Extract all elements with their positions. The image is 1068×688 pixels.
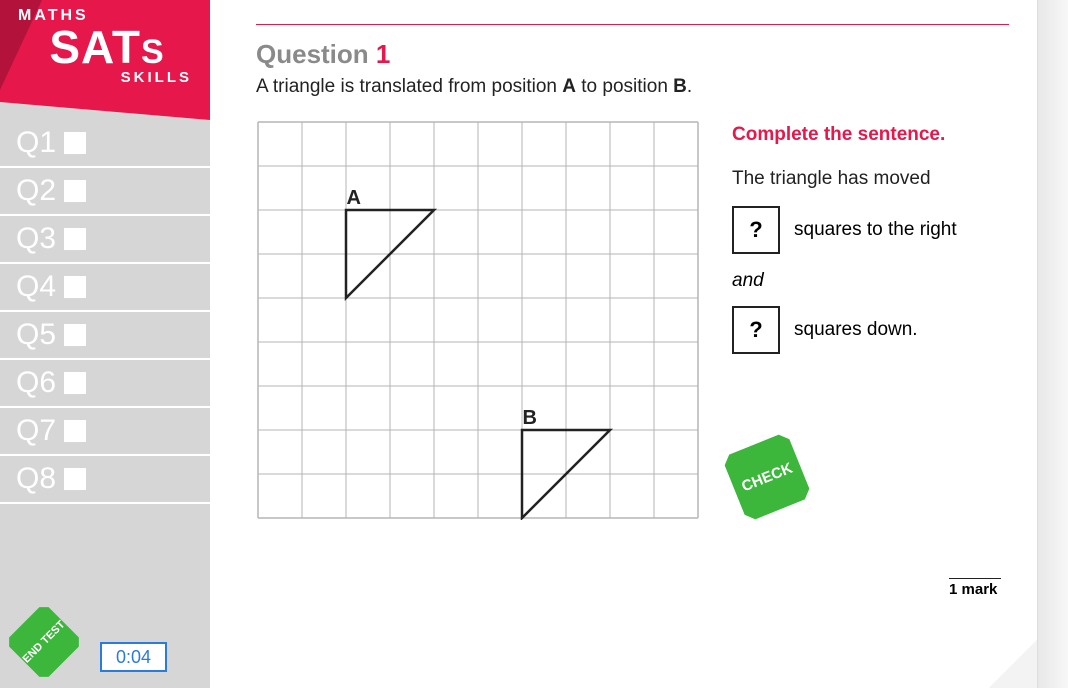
instruction: Complete the sentence. bbox=[732, 124, 1009, 146]
status-box-icon bbox=[64, 468, 86, 490]
logo-line2: SATS bbox=[18, 24, 196, 70]
question-nav-8[interactable]: Q8 bbox=[0, 456, 210, 504]
status-box-icon bbox=[64, 372, 86, 394]
sidebar-bottom: END TEST 0:04 bbox=[0, 604, 210, 688]
and-text: and bbox=[732, 270, 1009, 292]
answer-column: Complete the sentence. The triangle has … bbox=[732, 120, 1009, 512]
answer-input-down[interactable]: ? bbox=[732, 306, 780, 354]
after-input2: squares down. bbox=[794, 319, 918, 341]
answer-input-right[interactable]: ? bbox=[732, 206, 780, 254]
question-nav-4[interactable]: Q4 bbox=[0, 264, 210, 312]
grid-svg: AB bbox=[256, 120, 700, 520]
fill-row-1: ? squares to the right bbox=[732, 206, 1009, 254]
question-nav-6[interactable]: Q6 bbox=[0, 360, 210, 408]
svg-text:B: B bbox=[523, 407, 537, 429]
content-row: AB Complete the sentence. The triangle h… bbox=[256, 120, 1009, 525]
status-box-icon bbox=[64, 132, 86, 154]
sentence-intro: The triangle has moved bbox=[732, 168, 1009, 190]
mark-label: 1 mark bbox=[949, 578, 1001, 598]
check-button[interactable]: CHECK bbox=[721, 431, 812, 522]
main-panel: Question 1 A triangle is translated from… bbox=[210, 0, 1038, 688]
status-box-icon bbox=[64, 276, 86, 298]
question-prompt: A triangle is translated from position A… bbox=[256, 76, 1009, 98]
status-box-icon bbox=[64, 180, 86, 202]
question-nav-1[interactable]: Q1 bbox=[0, 120, 210, 168]
after-input1: squares to the right bbox=[794, 219, 957, 241]
right-edge bbox=[1038, 0, 1068, 688]
page-curl-icon[interactable] bbox=[989, 640, 1037, 688]
logo: MATHS SATS SKILLS bbox=[0, 0, 210, 120]
question-nav-3[interactable]: Q3 bbox=[0, 216, 210, 264]
question-list: Q1 Q2 Q3 Q4 Q5 Q6 Q7 Q8 bbox=[0, 120, 210, 604]
question-title: Question 1 bbox=[256, 39, 1009, 70]
status-box-icon bbox=[64, 420, 86, 442]
top-divider bbox=[256, 24, 1009, 25]
end-test-button[interactable]: END TEST bbox=[4, 602, 83, 681]
question-nav-5[interactable]: Q5 bbox=[0, 312, 210, 360]
timer: 0:04 bbox=[100, 642, 167, 672]
status-box-icon bbox=[64, 324, 86, 346]
question-nav-2[interactable]: Q2 bbox=[0, 168, 210, 216]
question-nav-7[interactable]: Q7 bbox=[0, 408, 210, 456]
logo-text: MATHS SATS SKILLS bbox=[18, 8, 196, 85]
svg-text:A: A bbox=[347, 187, 361, 209]
grid-diagram: AB bbox=[256, 120, 700, 525]
sidebar: MATHS SATS SKILLS Q1 Q2 Q3 Q4 Q5 Q6 Q7 Q… bbox=[0, 0, 210, 688]
fill-row-2: ? squares down. bbox=[732, 306, 1009, 354]
status-box-icon bbox=[64, 228, 86, 250]
